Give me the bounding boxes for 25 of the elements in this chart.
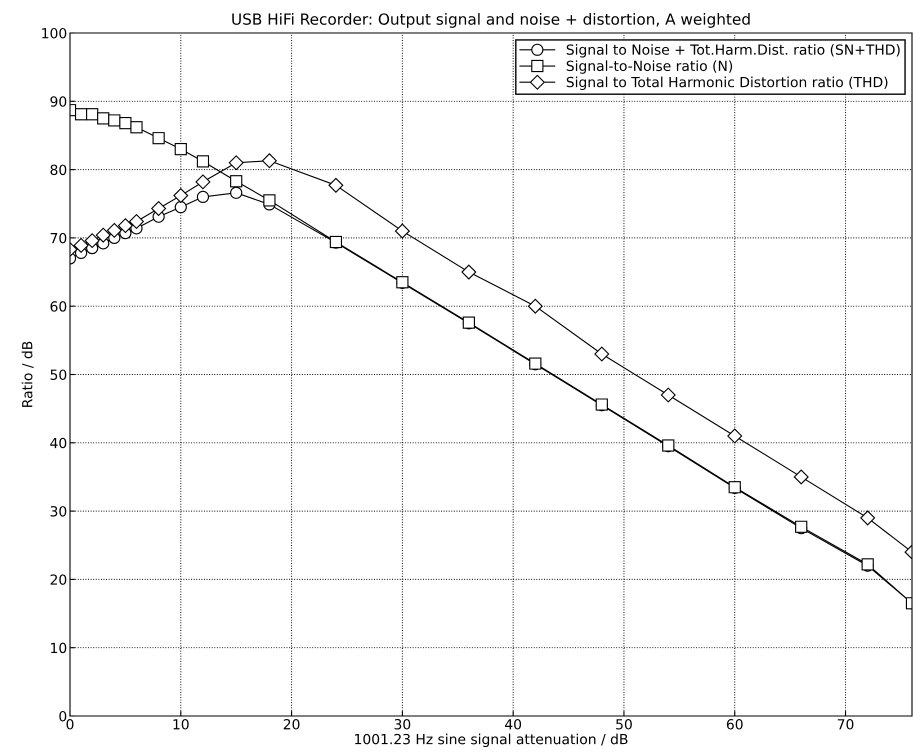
x-axis-title: 1001.23 Hz sine signal attenuation / dB [355, 734, 628, 748]
y-tick-label: 0 [59, 710, 66, 722]
x-tick-label: 20 [284, 719, 300, 730]
y-tick-label: 40 [50, 438, 66, 448]
x-tick-label: 30 [394, 719, 410, 730]
y-axis-title: Ratio / dB [22, 342, 34, 407]
y-tick-label: 80 [50, 164, 66, 176]
legend-label: Signal to Total Harmonic Distortion ratio (THD) [566, 76, 888, 90]
y-tick-label: 20 [50, 574, 66, 585]
chart-title: USB HiFi Recorder: Output signal and noise + distortion, A weighted [232, 13, 750, 28]
x-tick-label: 10 [173, 719, 189, 730]
y-tick-label: 100 [42, 28, 66, 38]
legend-label: Signal to Noise + Tot.Harm.Dist. ratio (SN+THD) [566, 44, 900, 58]
y-tick-label: 10 [51, 642, 66, 654]
legend-label: Signal-to-Noise ratio (N) [566, 60, 732, 74]
x-tick-label: 60 [726, 719, 743, 730]
y-tick-label: 30 [50, 506, 66, 517]
y-tick-label: 50 [50, 369, 66, 380]
x-tick-label: 70 [838, 719, 854, 730]
y-tick-label: 90 [50, 96, 66, 107]
x-tick-label: 50 [616, 719, 632, 730]
y-tick-label: 60 [50, 301, 66, 312]
x-tick-label: 0 [66, 719, 74, 730]
y-tick-label: 70 [50, 232, 66, 244]
x-tick-label: 40 [505, 719, 522, 730]
